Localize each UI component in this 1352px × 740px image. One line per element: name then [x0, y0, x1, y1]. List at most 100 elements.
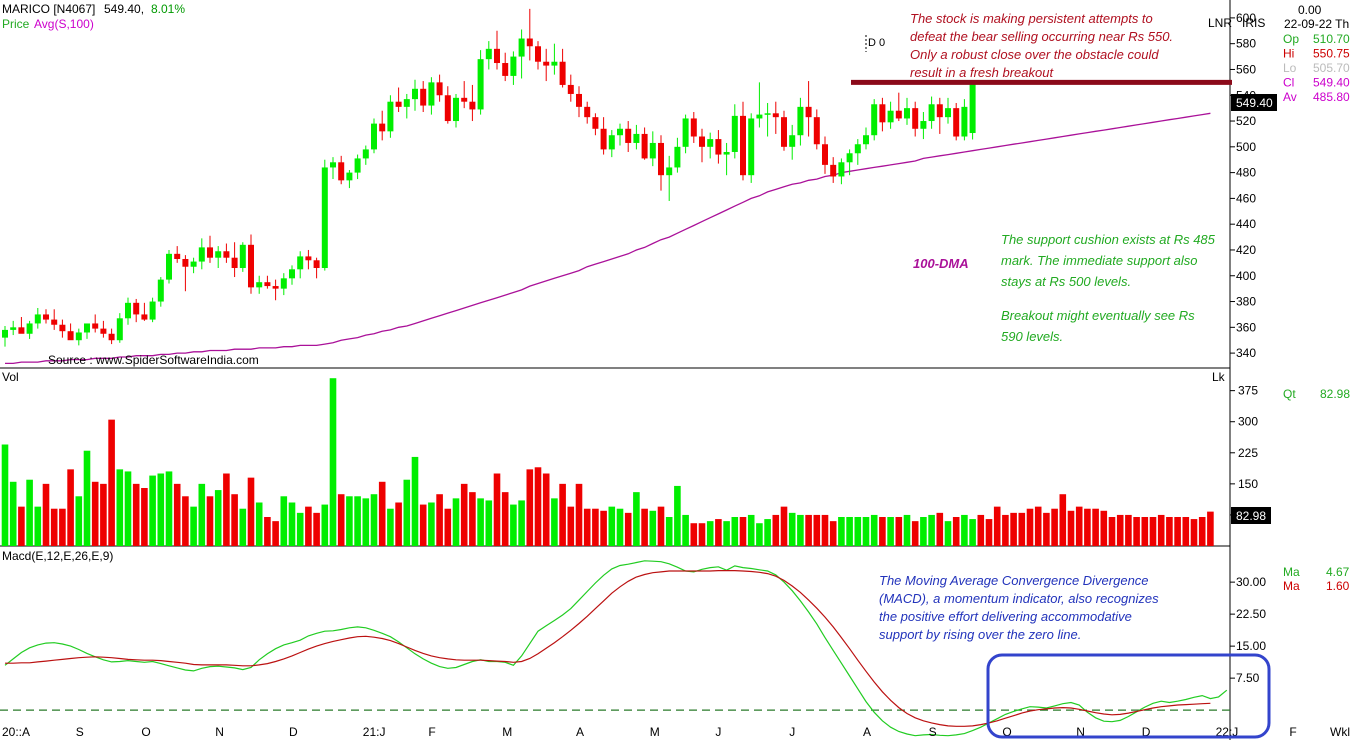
candle-body: [477, 59, 484, 110]
volume-bar: [411, 456, 419, 546]
volume-bar: [1157, 514, 1165, 546]
volume-bar: [305, 506, 312, 546]
info-row-value: 510.70: [1313, 32, 1350, 46]
candle-body: [461, 97, 468, 102]
candle: [879, 97, 886, 132]
volume-bar: [9, 481, 17, 546]
macd-panel-label: Macd(E,12,E,26,E,9): [2, 549, 113, 563]
volume-bar: [936, 512, 944, 546]
candle-body: [863, 135, 869, 145]
volume-bar: [567, 506, 575, 546]
candle-body: [51, 319, 58, 325]
candle: [362, 145, 369, 165]
volume-bar: [132, 483, 140, 546]
x-tick-label: S: [929, 725, 937, 739]
candle-body: [846, 153, 853, 163]
volume-bar: [592, 508, 599, 546]
info-row-value: 550.75: [1313, 47, 1350, 61]
vol-tag-box: [1231, 507, 1271, 524]
candle-body: [584, 106, 591, 118]
candle-body: [912, 108, 919, 129]
volume-bar: [821, 514, 829, 546]
volume-bar: [214, 490, 222, 546]
candle: [830, 157, 837, 183]
candle: [231, 242, 238, 278]
candle: [59, 319, 66, 338]
volume-bar: [1125, 514, 1132, 546]
candle-body: [182, 258, 189, 267]
candle: [264, 275, 271, 289]
volume-bar: [108, 419, 115, 546]
volume-bar: [739, 517, 747, 546]
volume-bar: [723, 521, 730, 546]
lk-label: Lk: [1212, 370, 1226, 384]
candle: [485, 41, 492, 70]
volume-bar: [329, 378, 337, 546]
volume-bar: [362, 498, 370, 546]
candle: [895, 92, 902, 122]
volume-bar: [288, 502, 296, 546]
x-tick-label: J: [789, 725, 795, 739]
macd-legend-ma1-value: 4.67: [1326, 565, 1350, 579]
volume-bar: [1026, 508, 1034, 546]
candle: [305, 249, 312, 270]
volume-bar: [83, 450, 91, 546]
volume-bar: [272, 521, 279, 546]
candle-body: [830, 164, 837, 177]
volume-bar: [944, 521, 952, 546]
annotation-dma: 100-DMA: [913, 256, 969, 271]
candle: [18, 317, 25, 334]
candle-body: [797, 106, 804, 136]
candle-body: [116, 318, 123, 341]
macd-legend-ma1-label: Ma: [1283, 565, 1300, 579]
info-row-label: Av: [1283, 90, 1297, 104]
candle: [961, 99, 968, 141]
x-tick-label: M: [502, 725, 512, 739]
candle: [764, 102, 771, 137]
candle-body: [215, 251, 222, 258]
volume-bar: [67, 469, 74, 546]
candle: [223, 243, 230, 263]
volume-bar: [493, 473, 501, 546]
volume-bar: [395, 502, 402, 546]
volume-bar: [182, 496, 189, 546]
price-tick-label: 400: [1236, 269, 1256, 283]
candle-body: [469, 101, 476, 110]
volume-bar: [42, 483, 50, 546]
volume-bar: [387, 508, 394, 546]
candle-body: [67, 331, 74, 341]
candle: [863, 127, 869, 150]
candle: [297, 251, 304, 279]
candle: [625, 121, 632, 152]
candle-body: [84, 323, 90, 333]
volume-bar: [534, 467, 542, 546]
volume-bar: [239, 508, 247, 546]
volume-bar: [1133, 517, 1140, 546]
volume-bar: [1116, 514, 1124, 546]
candle: [215, 246, 222, 269]
volume-bar: [797, 514, 804, 546]
candle: [682, 114, 689, 154]
volume-bar: [1067, 510, 1075, 546]
info-row-label: Cl: [1283, 76, 1294, 90]
volume-bar: [50, 508, 58, 546]
candle-body: [75, 332, 82, 341]
volume-bar: [805, 514, 812, 546]
macd-lines: 7.50 15.00 22.50 30.00: [0, 560, 1266, 737]
candle-body: [707, 139, 714, 147]
candle-body: [535, 46, 541, 62]
volume-bar: [378, 481, 386, 546]
candle-body: [682, 118, 689, 147]
volume-bar: [838, 517, 845, 546]
candle: [608, 130, 615, 158]
candle-body: [280, 278, 287, 289]
candle-body: [453, 97, 459, 122]
volume-bar: [1043, 512, 1050, 546]
candle-body: [904, 108, 910, 119]
volume-bar: [911, 521, 919, 546]
candle-body: [346, 172, 353, 181]
price-tick-label: 340: [1236, 346, 1256, 360]
candle: [141, 302, 148, 321]
volume-bar: [296, 512, 304, 546]
candle-body: [18, 327, 25, 334]
